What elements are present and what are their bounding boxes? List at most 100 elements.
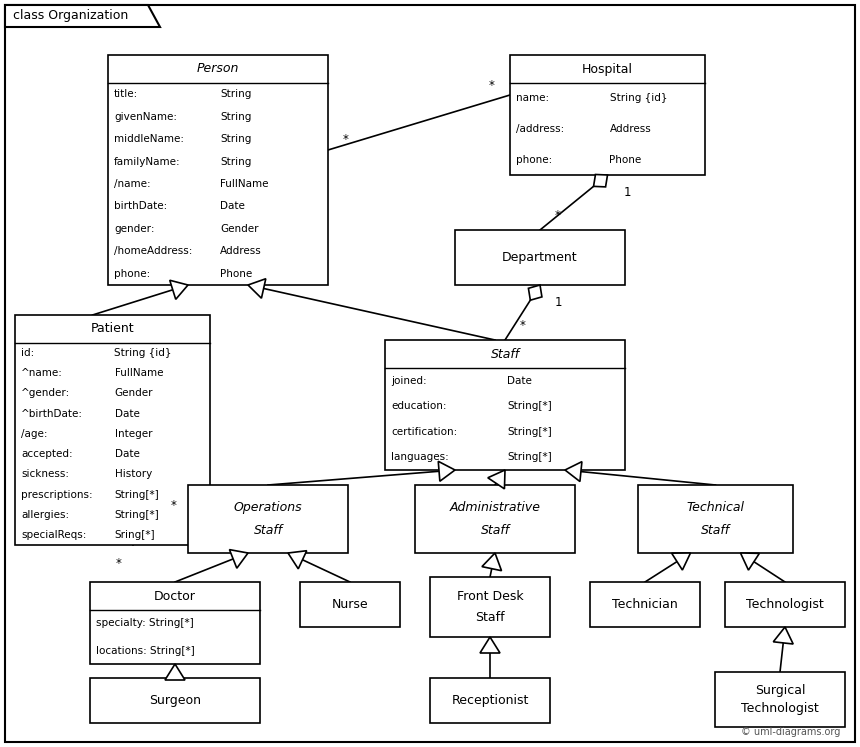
Text: String {id}: String {id}	[610, 93, 667, 103]
Text: *: *	[115, 557, 121, 569]
Text: phone:: phone:	[516, 155, 552, 164]
Text: Phone: Phone	[220, 269, 252, 279]
Text: Address: Address	[220, 247, 261, 256]
Text: Gender: Gender	[114, 388, 153, 398]
Bar	[455, 230, 625, 285]
Text: 1: 1	[624, 187, 631, 199]
Polygon shape	[565, 462, 582, 482]
Text: String {id}: String {id}	[114, 348, 172, 358]
Polygon shape	[480, 637, 500, 653]
Text: History: History	[114, 469, 151, 480]
Text: gender:: gender:	[114, 224, 155, 234]
Bar	[430, 577, 550, 637]
Text: Department: Department	[502, 251, 578, 264]
Polygon shape	[528, 285, 542, 300]
Text: *: *	[520, 320, 526, 332]
Text: Technologist: Technologist	[746, 598, 824, 611]
Text: Administrative: Administrative	[450, 501, 540, 514]
Text: familyName:: familyName:	[114, 157, 181, 167]
Text: title:: title:	[114, 89, 138, 99]
Polygon shape	[672, 553, 691, 570]
Text: ^birthDate:: ^birthDate:	[21, 409, 83, 419]
Text: /age:: /age:	[21, 429, 47, 439]
Text: Technologist: Technologist	[741, 702, 819, 716]
Text: /address:: /address:	[516, 124, 564, 134]
Text: © uml-diagrams.org: © uml-diagrams.org	[740, 727, 840, 737]
Text: Integer: Integer	[114, 429, 152, 439]
Text: Gender: Gender	[220, 224, 259, 234]
Polygon shape	[230, 550, 248, 568]
Text: String: String	[220, 111, 251, 122]
Polygon shape	[165, 664, 185, 680]
Text: Staff: Staff	[254, 524, 283, 537]
Text: education:: education:	[391, 401, 446, 412]
Text: Sring[*]: Sring[*]	[114, 530, 155, 540]
Polygon shape	[288, 551, 307, 568]
Text: Date: Date	[114, 449, 139, 459]
Text: prescriptions:: prescriptions:	[21, 489, 93, 500]
Text: String[*]: String[*]	[507, 427, 552, 437]
Text: locations: String[*]: locations: String[*]	[96, 645, 194, 656]
Text: id:: id:	[21, 348, 34, 358]
Text: *: *	[171, 498, 177, 512]
Bar	[638, 485, 793, 553]
Text: *: *	[555, 209, 561, 223]
Text: ^name:: ^name:	[21, 368, 63, 378]
Text: 1: 1	[554, 297, 562, 309]
Text: specialReqs:: specialReqs:	[21, 530, 86, 540]
Text: String[*]: String[*]	[114, 489, 159, 500]
Bar	[108, 55, 328, 285]
Polygon shape	[439, 462, 455, 481]
Text: Surgical: Surgical	[755, 684, 805, 697]
Text: Address: Address	[610, 124, 651, 134]
Text: languages:: languages:	[391, 452, 449, 462]
Text: FullName: FullName	[220, 179, 268, 189]
Polygon shape	[248, 279, 266, 298]
Bar	[385, 340, 625, 470]
Text: *: *	[343, 134, 349, 146]
Text: accepted:: accepted:	[21, 449, 72, 459]
Text: /homeAddress:: /homeAddress:	[114, 247, 193, 256]
Text: birthDate:: birthDate:	[114, 202, 167, 211]
Bar	[725, 582, 845, 627]
Text: givenName:: givenName:	[114, 111, 177, 122]
Text: Receptionist: Receptionist	[452, 694, 529, 707]
Text: Operations: Operations	[234, 501, 303, 514]
Bar	[430, 678, 550, 723]
Text: Patient: Patient	[90, 323, 134, 335]
Text: Staff: Staff	[481, 524, 510, 537]
Text: allergies:: allergies:	[21, 509, 69, 520]
Text: class Organization: class Organization	[13, 10, 128, 22]
Text: sickness:: sickness:	[21, 469, 69, 480]
Polygon shape	[5, 5, 160, 27]
Bar	[590, 582, 700, 627]
Bar	[510, 55, 705, 175]
Text: Staff: Staff	[701, 524, 730, 537]
Text: Date: Date	[507, 376, 531, 385]
Bar	[90, 678, 260, 723]
Text: *: *	[489, 78, 495, 91]
Text: Hospital: Hospital	[582, 63, 633, 75]
Text: String[*]: String[*]	[507, 452, 552, 462]
Polygon shape	[740, 553, 759, 570]
Text: ^gender:: ^gender:	[21, 388, 71, 398]
Bar	[715, 672, 845, 727]
Text: Doctor: Doctor	[154, 589, 196, 603]
Text: Staff: Staff	[490, 347, 519, 361]
Bar	[188, 485, 348, 553]
Text: Person: Person	[197, 63, 239, 75]
Text: name:: name:	[516, 93, 550, 103]
Text: certification:: certification:	[391, 427, 458, 437]
Text: joined:: joined:	[391, 376, 427, 385]
Bar	[300, 582, 400, 627]
Polygon shape	[169, 280, 188, 300]
Text: specialty: String[*]: specialty: String[*]	[96, 619, 194, 628]
Polygon shape	[593, 175, 607, 187]
Text: String[*]: String[*]	[114, 509, 159, 520]
Text: String: String	[220, 157, 251, 167]
Text: phone:: phone:	[114, 269, 150, 279]
Polygon shape	[773, 627, 793, 644]
Text: Nurse: Nurse	[332, 598, 368, 611]
Text: Front Desk: Front Desk	[457, 590, 524, 604]
Text: Technician: Technician	[612, 598, 678, 611]
